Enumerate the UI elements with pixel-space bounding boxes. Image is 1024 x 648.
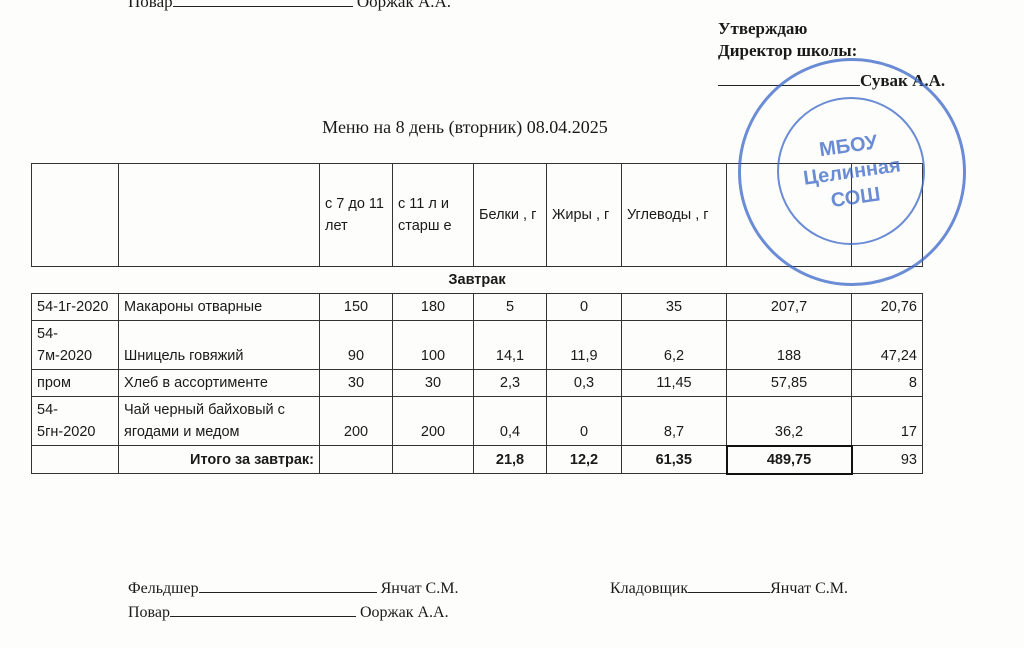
proteins-cell: 5 xyxy=(473,293,547,321)
table-row: 54-1г-2020 Макароны отварные 150 180 5 0 35 207… xyxy=(31,293,923,321)
portion-7-11-cell: 200 xyxy=(319,396,393,446)
name-label: Ооржак А.А. xyxy=(356,0,452,11)
header-cell: Углеводы , г xyxy=(621,163,727,267)
portion-7-11-cell: 150 xyxy=(319,293,393,321)
carbs-cell: 11,45 xyxy=(621,369,727,397)
signature-line xyxy=(172,6,353,7)
table-row: 54-5гн-2020 Чай черный байховый с ягодами… xyxy=(31,396,923,446)
header-cell: Жиры , г xyxy=(546,163,622,267)
total-carbs: 61,35 xyxy=(621,445,727,474)
carbs-cell: 8,7 xyxy=(621,396,727,446)
code-cell: 54-1г-2020 xyxy=(31,293,119,321)
header-cell xyxy=(118,163,320,267)
portion-11plus-cell: 100 xyxy=(392,320,474,370)
section-title: Завтрак xyxy=(31,266,923,294)
total-row: Итого за завтрак: 21,8 12,2 61,35 489,75… xyxy=(31,444,923,475)
total-price: 93 xyxy=(851,445,923,474)
table-row: пром Хлеб в ассортименте 30 30 2,3 0,3 11,45 57… xyxy=(31,369,923,397)
carbs-cell: 35 xyxy=(621,293,727,321)
portion-11plus-cell: 30 xyxy=(392,369,474,397)
price-cell: 47,24 xyxy=(851,320,923,370)
dish-cell: Чай черный байховый с ягодами и медом xyxy=(118,396,320,446)
total-fats: 12,2 xyxy=(546,445,622,474)
dish-cell: Хлеб в ассортименте xyxy=(118,369,320,397)
menu-table: с 7 до 11 лет с 11 л и старш е Белки , г… xyxy=(31,163,923,475)
portion-7-11-cell: 30 xyxy=(319,369,393,397)
price-cell: 17 xyxy=(851,396,923,446)
portion-7-11-cell: 90 xyxy=(319,320,393,370)
proteins-cell: 14,1 xyxy=(473,320,547,370)
energy-cell: 207,7 xyxy=(726,293,852,321)
carbs-cell: 6,2 xyxy=(621,320,727,370)
code-cell: пром xyxy=(31,369,119,397)
proteins-cell: 0,4 xyxy=(473,396,547,446)
energy-cell: 57,85 xyxy=(726,369,852,397)
fats-cell: 11,9 xyxy=(546,320,622,370)
proteins-cell: 2,3 xyxy=(473,369,547,397)
approval-position: Директор школы: xyxy=(718,41,858,60)
fats-cell: 0 xyxy=(546,293,622,321)
energy-cell: 36,2 xyxy=(726,396,852,446)
cell xyxy=(392,445,474,474)
energy-cell: 188 xyxy=(726,320,852,370)
price-cell: 20,76 xyxy=(851,293,923,321)
portion-11plus-cell: 200 xyxy=(392,396,474,446)
portion-11plus-cell: 180 xyxy=(392,293,474,321)
cook-signature: Повар Ооржак А.А. xyxy=(128,604,449,621)
dish-cell: Макароны отварные xyxy=(118,293,320,321)
cell xyxy=(31,445,119,474)
role-label: Повар xyxy=(128,0,173,11)
storekeeper-signature: Кладовщик Янчат С.М. xyxy=(610,580,848,597)
total-label: Итого за завтрак: xyxy=(118,445,320,474)
header-cell: с 7 до 11 лет xyxy=(319,163,393,267)
total-proteins: 21,8 xyxy=(473,445,547,474)
header-cell: с 11 л и старш е xyxy=(392,163,474,267)
header-cell xyxy=(31,163,119,267)
fats-cell: 0,3 xyxy=(546,369,622,397)
school-stamp: МБОУ Целинная СОШ xyxy=(738,58,966,286)
fats-cell: 0 xyxy=(546,396,622,446)
page-title: Меню на 8 день (вторник) 08.04.2025 xyxy=(322,117,608,137)
total-energy: 489,75 xyxy=(725,444,853,475)
header-cell: Белки , г xyxy=(473,163,547,267)
top-cook-signature: Повар Ооржак А.А. xyxy=(128,0,451,12)
cell xyxy=(319,445,393,474)
code-cell: 54-7м-2020 xyxy=(31,320,119,370)
price-cell: 8 xyxy=(851,369,923,397)
approval-heading: Утверждаю xyxy=(718,19,808,38)
code-cell: 54-5гн-2020 xyxy=(31,396,119,446)
medic-signature: Фельдшер Янчат С.М. xyxy=(128,580,459,597)
table-row: 54-7м-2020 Шницель говяжий 90 100 14,1 11,9 6,… xyxy=(31,320,923,370)
section-row: Завтрак xyxy=(31,266,923,294)
dish-cell: Шницель говяжий xyxy=(118,320,320,370)
